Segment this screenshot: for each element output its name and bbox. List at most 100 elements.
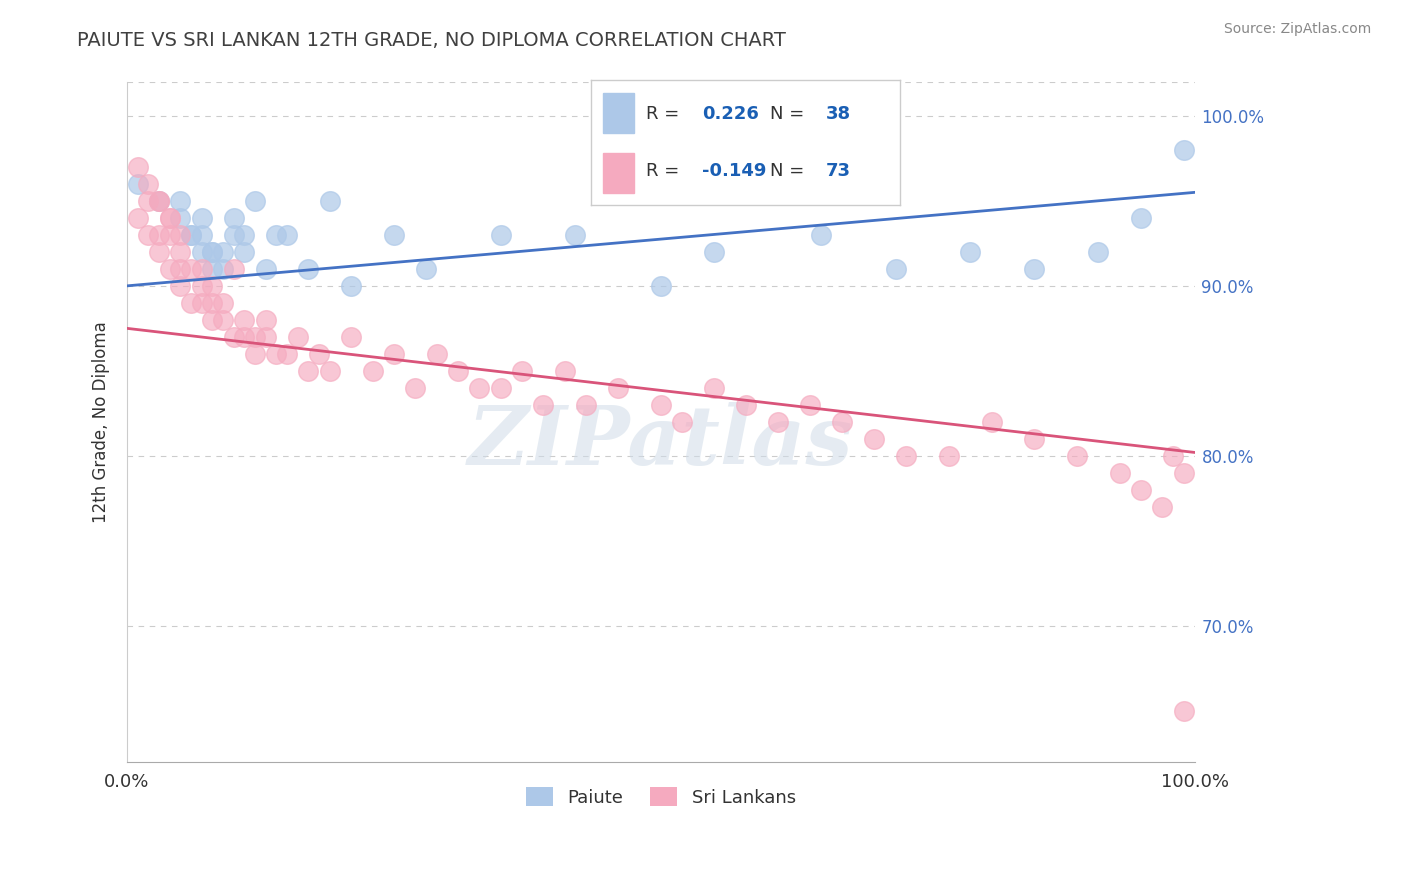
Point (254, 261, 277, 276)
Point (159, 227, 181, 242)
Point (243, 347, 266, 361)
Point (1024, 261, 1046, 276)
Text: -0.149: -0.149 (702, 162, 766, 180)
Bar (603, 93, 634, 133)
Point (222, 227, 245, 242)
Point (799, 398, 821, 412)
Point (510, 364, 533, 378)
Point (671, 415, 693, 429)
Point (222, 330, 245, 344)
Text: Source: ZipAtlas.com: Source: ZipAtlas.com (1223, 22, 1371, 37)
Point (201, 296, 224, 310)
Legend: Paiute, Sri Lankans: Paiute, Sri Lankans (519, 780, 803, 814)
Point (243, 330, 266, 344)
Point (308, 347, 330, 361)
Point (180, 227, 202, 242)
Point (212, 296, 235, 310)
Point (127, 160, 149, 174)
Point (607, 381, 630, 395)
Point (319, 194, 342, 208)
Point (1066, 449, 1088, 463)
Point (1087, 244, 1109, 259)
Text: N =: N = (770, 162, 810, 180)
Point (233, 330, 256, 344)
Point (884, 261, 907, 276)
Point (212, 261, 235, 276)
Point (382, 227, 405, 242)
Point (201, 313, 224, 327)
Text: 73: 73 (825, 162, 851, 180)
Point (297, 261, 319, 276)
Point (148, 227, 170, 242)
Point (287, 330, 309, 344)
Point (531, 398, 554, 412)
Point (254, 330, 277, 344)
Point (138, 177, 160, 191)
Bar (603, 153, 634, 193)
Point (222, 211, 245, 225)
Point (169, 278, 191, 293)
Point (1130, 211, 1153, 225)
Point (266, 347, 288, 361)
Point (190, 278, 212, 293)
Point (276, 347, 298, 361)
Point (415, 261, 437, 276)
Point (468, 381, 491, 395)
Point (190, 211, 212, 225)
Point (190, 227, 212, 242)
Point (159, 261, 181, 276)
Point (1173, 466, 1195, 480)
Text: R =: R = (647, 105, 685, 123)
Point (212, 313, 235, 327)
Point (938, 449, 960, 463)
Point (127, 177, 149, 191)
Point (180, 227, 202, 242)
Point (564, 227, 586, 242)
Point (426, 347, 449, 361)
Point (148, 194, 170, 208)
Point (201, 261, 224, 276)
Point (489, 227, 512, 242)
Point (190, 296, 212, 310)
Point (863, 432, 886, 446)
Text: 38: 38 (825, 105, 851, 123)
Point (1108, 466, 1130, 480)
Text: PAIUTE VS SRI LANKAN 12TH GRADE, NO DIPLOMA CORRELATION CHART: PAIUTE VS SRI LANKAN 12TH GRADE, NO DIPL… (77, 31, 786, 50)
Point (735, 398, 758, 412)
Point (810, 227, 832, 242)
Point (831, 415, 853, 429)
Text: R =: R = (647, 162, 685, 180)
Point (276, 227, 298, 242)
Point (266, 227, 288, 242)
Point (201, 244, 224, 259)
Point (148, 244, 170, 259)
Point (233, 227, 256, 242)
Point (766, 415, 789, 429)
Point (201, 278, 224, 293)
Point (169, 244, 191, 259)
Point (650, 278, 672, 293)
Point (222, 261, 245, 276)
Point (361, 364, 384, 378)
Point (554, 364, 576, 378)
Point (148, 194, 170, 208)
Point (896, 449, 918, 463)
Point (650, 398, 672, 412)
Point (959, 244, 981, 259)
Point (703, 244, 725, 259)
Point (254, 313, 277, 327)
Point (1130, 483, 1153, 497)
Point (159, 211, 181, 225)
Point (447, 364, 470, 378)
Point (169, 194, 191, 208)
Point (319, 364, 342, 378)
Point (190, 261, 212, 276)
Point (138, 194, 160, 208)
Point (340, 330, 363, 344)
Point (233, 313, 256, 327)
Point (1173, 143, 1195, 157)
Text: 0.226: 0.226 (702, 105, 759, 123)
Point (382, 347, 405, 361)
Point (169, 211, 191, 225)
Point (201, 244, 224, 259)
